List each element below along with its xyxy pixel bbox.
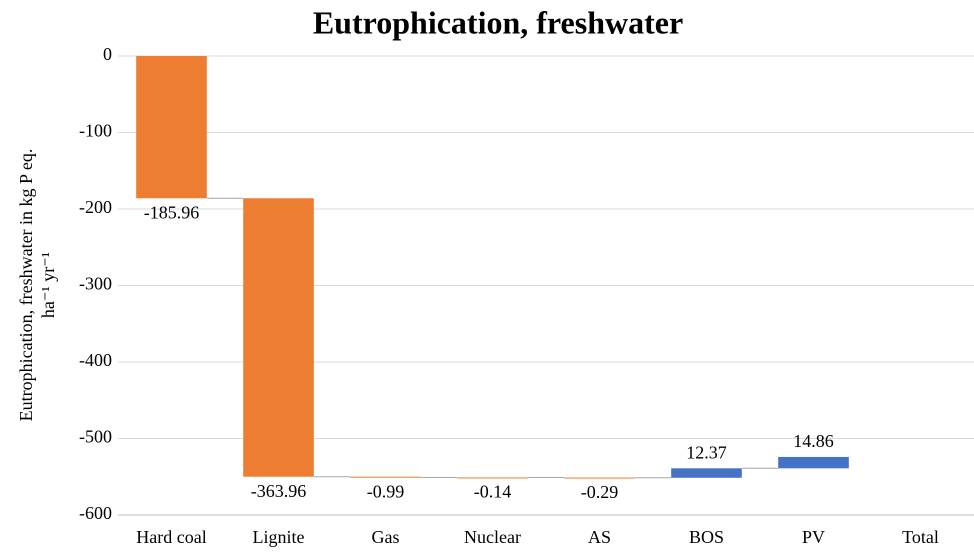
y-tick-label: 0 — [103, 44, 112, 64]
y-axis-title-line: Eutrophication, freshwater in kg P eq. — [16, 149, 36, 422]
x-tick-label: BOS — [689, 527, 724, 547]
y-tick-label: -100 — [79, 121, 112, 141]
y-tick-label: -400 — [79, 350, 112, 370]
value-label: -0.14 — [474, 482, 512, 502]
y-tick-label: -200 — [79, 197, 112, 217]
bar — [350, 476, 421, 478]
value-label: -363.96 — [251, 481, 307, 501]
y-tick-label: -500 — [79, 427, 112, 447]
bar — [243, 198, 314, 477]
value-label: 12.37 — [686, 442, 727, 462]
value-label: -0.29 — [581, 482, 619, 502]
x-tick-label: Nuclear — [464, 527, 521, 547]
x-tick-label: AS — [588, 527, 611, 547]
x-tick-label: PV — [802, 527, 825, 547]
y-tick-label: -300 — [79, 274, 112, 294]
chart-title: Eutrophication, freshwater — [313, 4, 683, 40]
y-axis-title: Eutrophication, freshwater in kg P eq. h… — [16, 149, 58, 422]
y-tick-label: -600 — [79, 503, 112, 523]
value-label: 14.86 — [793, 431, 834, 451]
value-label: -0.99 — [367, 482, 405, 502]
x-tick-label: Gas — [372, 527, 400, 547]
bar — [671, 468, 742, 478]
x-tick-label: Hard coal — [136, 527, 206, 547]
x-tick-label: Total — [902, 527, 939, 547]
bar — [457, 477, 528, 479]
y-axis-title-line: ha⁻¹ yr⁻¹ — [38, 252, 58, 318]
value-label: -185.96 — [144, 202, 200, 222]
bar — [564, 477, 635, 479]
x-tick-label: Lignite — [253, 527, 305, 547]
bar — [778, 456, 849, 469]
bar — [136, 56, 207, 199]
